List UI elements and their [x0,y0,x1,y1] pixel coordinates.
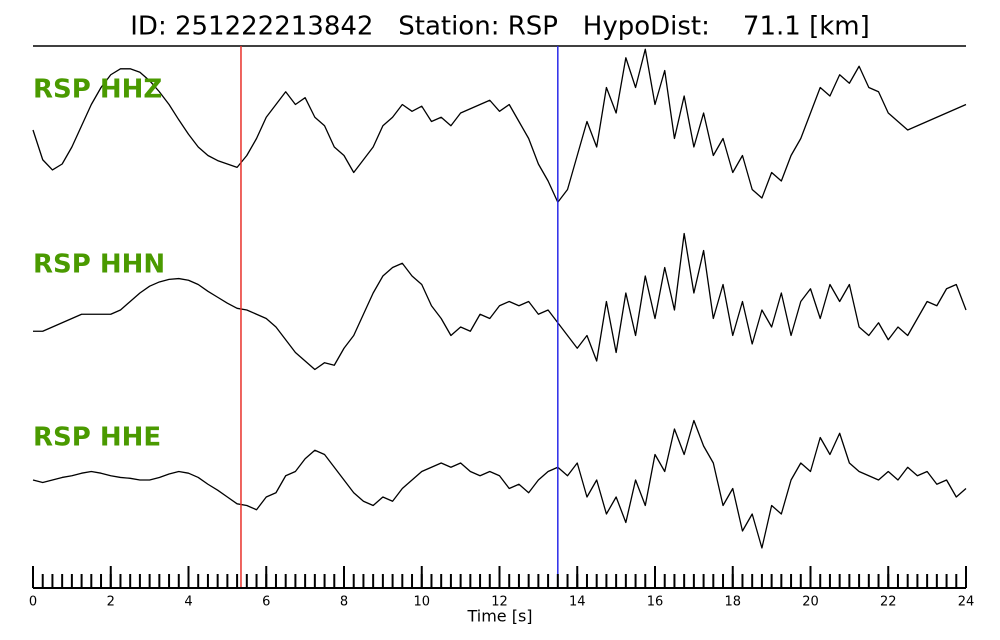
x-tick-label: 6 [262,595,270,610]
trace [32,48,967,203]
x-tick-label: 4 [184,595,192,610]
x-tick-label: 24 [958,595,975,610]
trace-label: RSP HHE [33,423,161,453]
x-tick-label: 0 [29,595,37,610]
trace [33,232,967,371]
x-tick-label: 12 [491,595,508,610]
x-tick-label: 22 [880,595,897,610]
trace-label: RSP HHN [33,250,165,280]
x-tick-label: 8 [340,595,348,610]
x-tick-label: 16 [647,595,664,610]
x-axis-label: Time [s] [466,607,532,626]
x-tick-label: 14 [569,595,586,610]
x-tick-label: 18 [724,595,741,610]
x-tick-label: 10 [413,595,430,610]
chart-title: ID: 251222213842 Station: RSP HypoDist: … [130,12,870,42]
trace [32,419,967,549]
x-tick-label: 2 [107,595,115,610]
trace-label: RSP HHZ [33,75,162,105]
x-tick-label: 20 [802,595,819,610]
